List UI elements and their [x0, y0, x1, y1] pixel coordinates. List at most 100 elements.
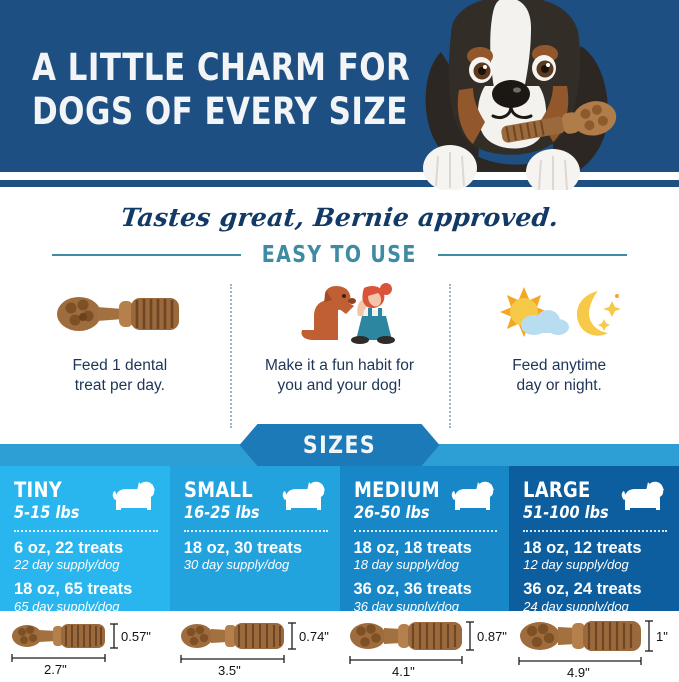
- pack-size: 18 oz, 65 treats: [14, 580, 133, 599]
- size-divider: [183, 530, 328, 532]
- height-dimension-marker: [288, 622, 296, 650]
- sizes-banner: SIZES: [0, 424, 679, 466]
- dental-treat-icon: [55, 282, 185, 344]
- pack-supply: 30 day supply/dog: [183, 557, 290, 573]
- height-dimension-marker: [645, 620, 653, 652]
- tagline-section: Tastes great, Bernie approved. EASY TO U…: [0, 187, 679, 268]
- how-to-use-steps: Feed 1 dental treat per day.: [0, 282, 679, 428]
- length-dimension-marker: [11, 654, 106, 662]
- size-weight-range: 26-50 lbs: [353, 503, 430, 523]
- sizes-banner-hexagon: SIZES: [239, 424, 440, 466]
- dog-silhouette-icon: [112, 481, 155, 510]
- pack-supply: 24 day supply/dog: [523, 598, 629, 614]
- dog-silhouette-icon: [452, 481, 495, 510]
- size-name: LARGE: [523, 478, 591, 502]
- step-text: Feed 1 dental treat per day.: [72, 356, 167, 397]
- length-dimension-marker: [349, 656, 463, 664]
- bernese-mountain-dog-illustration: [425, 0, 617, 172]
- step-feed-anytime: Feed anytime day or night.: [449, 282, 669, 428]
- size-divider: [523, 530, 667, 532]
- sizes-banner-label: SIZES: [302, 431, 377, 459]
- size-columns: TINY 5-15 lbs 6 oz, 22 treats 22 day sup…: [0, 466, 679, 614]
- pack-size: 18 oz, 30 treats: [183, 539, 303, 557]
- size-name: MEDIUM: [353, 478, 440, 502]
- size-weight-range: 16-25 lbs: [183, 503, 260, 523]
- pack-option: 18 oz, 65 treats 65 day supply/dog: [14, 580, 158, 614]
- rule-left: [52, 254, 242, 256]
- dimension-cell-tiny: 0.57" 2.7": [0, 611, 170, 677]
- pack-size: 18 oz, 12 treats: [523, 539, 642, 557]
- pack-size: 36 oz, 24 treats: [523, 580, 642, 599]
- size-column-tiny: TINY 5-15 lbs 6 oz, 22 treats 22 day sup…: [0, 466, 170, 614]
- size-column-large: LARGE 51-100 lbs 18 oz, 12 treats 12 day…: [509, 466, 679, 614]
- dog-high-five-person-icon: [280, 282, 400, 344]
- dimensions-row: 0.57" 2.7": [0, 611, 679, 680]
- pack-option: 18 oz, 12 treats 12 day supply/dog: [523, 539, 667, 573]
- height-dimension-marker: [110, 623, 118, 649]
- pack-supply: 12 day supply/dog: [523, 557, 629, 573]
- easy-to-use-row: EASY TO USE: [0, 242, 679, 268]
- treat-height-label: 0.74": [299, 629, 329, 644]
- treat-height-label: 0.87": [477, 629, 507, 644]
- step-text-line-2: treat per day.: [74, 377, 165, 395]
- size-divider: [14, 530, 158, 532]
- pack-option: 6 oz, 22 treats 22 day supply/dog: [14, 539, 158, 573]
- height-dimension-marker: [466, 621, 474, 651]
- treat-length-label: 4.9": [567, 665, 590, 677]
- size-name: TINY: [14, 478, 63, 502]
- size-column-small: SMALL 16-25 lbs 18 oz, 30 treats 30 day …: [169, 466, 340, 611]
- header-divider-line: [0, 180, 679, 187]
- rule-right: [437, 254, 628, 256]
- tagline-script: Tastes great, Bernie approved.: [119, 203, 560, 232]
- step-text-line-1: Make it a fun habit for: [264, 357, 415, 374]
- size-header: LARGE 51-100 lbs: [523, 480, 667, 522]
- dimension-cell-large: 1" 4.9": [510, 611, 679, 680]
- dental-treat-icon: [350, 622, 462, 650]
- size-header: MEDIUM 26-50 lbs: [354, 480, 498, 522]
- treat-length-label: 2.7": [44, 662, 67, 677]
- size-weight-range: 51-100 lbs: [523, 503, 609, 523]
- size-header: SMALL 16-25 lbs: [184, 480, 328, 522]
- step-feed-one-treat: Feed 1 dental treat per day.: [10, 282, 230, 414]
- dimension-cell-medium: 0.87" 4.1": [340, 611, 510, 679]
- pack-supply: 22 day supply/dog: [14, 557, 120, 573]
- dimension-cell-small: 0.74" 3.5": [170, 611, 340, 678]
- dental-treat-icon: [520, 621, 641, 651]
- header-banner: A LITTLE CHARM FOR DOGS OF EVERY SIZE: [0, 0, 679, 172]
- length-dimension-marker: [180, 655, 285, 663]
- size-name: SMALL: [183, 478, 253, 502]
- pack-size: 6 oz, 22 treats: [14, 539, 124, 557]
- size-weight-range: 5-15 lbs: [14, 503, 80, 523]
- page-title-line-2: DOGS OF EVERY SIZE: [32, 89, 408, 133]
- size-column-medium: MEDIUM 26-50 lbs 18 oz, 18 treats 18 day…: [339, 466, 510, 614]
- pack-supply: 36 day supply/dog: [353, 598, 460, 614]
- pack-size: 36 oz, 36 treats: [353, 580, 472, 599]
- treat-length-label: 4.1": [392, 664, 415, 677]
- treat-height-label: 0.57": [121, 629, 151, 644]
- step-text-line-2: you and your dog!: [277, 377, 402, 395]
- pack-size: 18 oz, 18 treats: [353, 539, 472, 557]
- pack-option: 36 oz, 24 treats 24 day supply/dog: [523, 580, 667, 614]
- dental-treat-icon: [12, 624, 105, 648]
- dog-silhouette-icon: [621, 481, 664, 510]
- step-text-line-1: Feed anytime: [512, 357, 607, 374]
- pack-supply: 65 day supply/dog: [14, 598, 120, 614]
- step-text: Feed anytime day or night.: [512, 356, 606, 397]
- step-fun-habit: Make it a fun habit for you and your dog…: [229, 282, 450, 428]
- sun-cloud-moon-icon: [494, 282, 624, 344]
- step-text: Make it a fun habit for you and your dog…: [265, 356, 414, 397]
- header-divider-gap: [0, 172, 679, 180]
- pack-option: 18 oz, 18 treats 18 day supply/dog: [354, 539, 498, 573]
- pack-supply: 18 day supply/dog: [353, 557, 460, 573]
- size-header: TINY 5-15 lbs: [14, 480, 158, 522]
- page-title: A LITTLE CHARM FOR DOGS OF EVERY SIZE: [32, 46, 423, 133]
- size-divider: [353, 530, 498, 532]
- page-title-line-1: A LITTLE CHARM FOR: [32, 46, 411, 89]
- easy-to-use-label: EASY TO USE: [262, 242, 418, 268]
- length-dimension-marker: [518, 657, 642, 665]
- treat-height-label: 1": [656, 629, 668, 644]
- treat-length-label: 3.5": [218, 663, 241, 677]
- pack-option: 36 oz, 36 treats 36 day supply/dog: [354, 580, 498, 614]
- dental-treat-icon: [181, 623, 284, 649]
- pack-option: 18 oz, 30 treats 30 day supply/dog: [184, 539, 328, 573]
